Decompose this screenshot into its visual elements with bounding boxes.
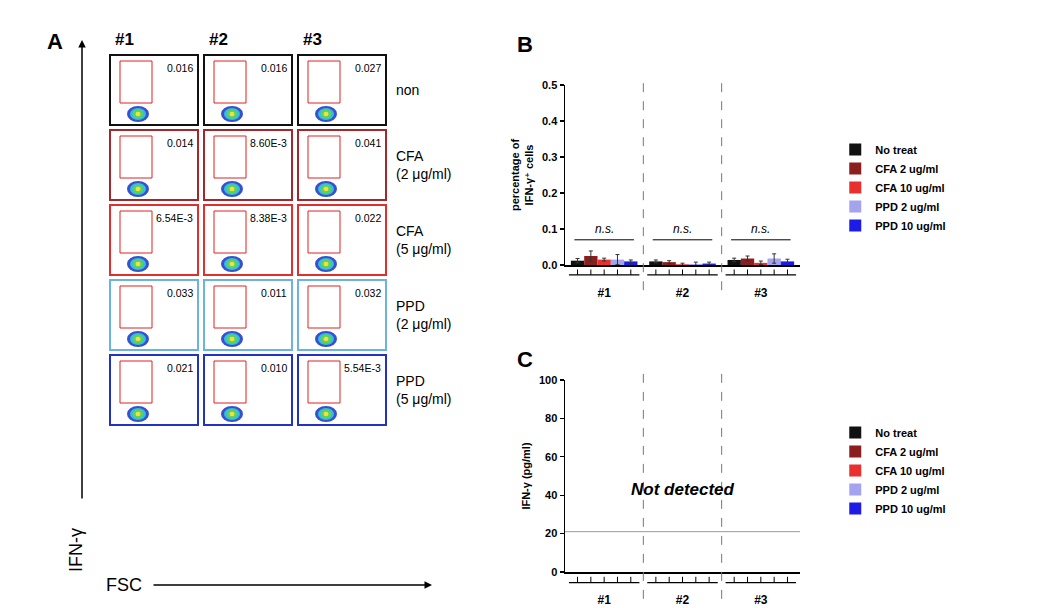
svg-text:0.033: 0.033 <box>167 287 193 299</box>
svg-text:60: 60 <box>545 451 557 463</box>
svg-text:8.60E-3: 8.60E-3 <box>250 137 287 149</box>
svg-text:0.027: 0.027 <box>355 62 381 74</box>
svg-text:CFA(2 μg/ml): CFA(2 μg/ml) <box>396 148 452 182</box>
svg-text:20: 20 <box>545 527 557 539</box>
svg-text:0.5: 0.5 <box>542 79 557 91</box>
svg-text:0.011: 0.011 <box>261 287 287 299</box>
svg-text:0.3: 0.3 <box>542 151 557 163</box>
svg-text:CFA 10 ug/ml: CFA 10 ug/ml <box>875 182 944 194</box>
svg-text:0.1: 0.1 <box>542 223 557 235</box>
svg-text:100: 100 <box>539 374 557 386</box>
svg-text:0.0: 0.0 <box>542 259 557 271</box>
svg-text:#1: #1 <box>597 286 611 300</box>
svg-text:IFN-γ (pg/ml): IFN-γ (pg/ml) <box>520 442 532 510</box>
svg-text:0.4: 0.4 <box>542 115 558 127</box>
svg-text:n.s.: n.s. <box>751 222 770 236</box>
svg-text:PPD(2 μg/ml): PPD(2 μg/ml) <box>396 298 452 332</box>
svg-text:PPD 2 ug/ml: PPD 2 ug/ml <box>875 484 939 496</box>
svg-text:C: C <box>517 347 533 372</box>
svg-text:0.021: 0.021 <box>167 362 193 374</box>
svg-text:PPD(5 μg/ml): PPD(5 μg/ml) <box>396 373 452 407</box>
svg-text:#3: #3 <box>303 30 322 49</box>
svg-text:0.032: 0.032 <box>355 287 381 299</box>
svg-text:CFA(5 μg/ml): CFA(5 μg/ml) <box>396 223 452 257</box>
svg-text:n.s.: n.s. <box>673 222 692 236</box>
svg-text:0.014: 0.014 <box>167 137 193 149</box>
svg-text:40: 40 <box>545 489 557 501</box>
svg-text:IFN-γ: IFN-γ <box>66 528 86 572</box>
svg-text:CFA 2 ug/ml: CFA 2 ug/ml <box>875 163 938 175</box>
svg-text:Not detected: Not detected <box>631 480 735 499</box>
svg-text:#3: #3 <box>754 286 768 300</box>
svg-text:A: A <box>47 29 63 54</box>
svg-text:No treat: No treat <box>875 144 917 156</box>
svg-text:PPD 10 ug/ml: PPD 10 ug/ml <box>875 503 945 515</box>
svg-text:0: 0 <box>551 566 557 578</box>
svg-text:0.022: 0.022 <box>355 212 381 224</box>
svg-text:FSC: FSC <box>106 575 142 595</box>
svg-text:n.s.: n.s. <box>595 222 614 236</box>
svg-text:0.016: 0.016 <box>167 62 193 74</box>
svg-text:percentage ofIFN-γ⁺ cells: percentage ofIFN-γ⁺ cells <box>509 139 535 211</box>
svg-text:CFA 2 ug/ml: CFA 2 ug/ml <box>875 446 938 458</box>
svg-text:CFA 10 ug/ml: CFA 10 ug/ml <box>875 465 944 477</box>
svg-text:#1: #1 <box>115 30 134 49</box>
svg-text:0.041: 0.041 <box>355 137 381 149</box>
svg-text:PPD 10 ug/ml: PPD 10 ug/ml <box>875 220 945 232</box>
svg-text:8.38E-3: 8.38E-3 <box>250 212 287 224</box>
svg-text:6.54E-3: 6.54E-3 <box>156 212 193 224</box>
svg-text:#2: #2 <box>676 286 690 300</box>
svg-text:No treat: No treat <box>875 427 917 439</box>
svg-text:0.010: 0.010 <box>261 362 287 374</box>
svg-text:#1: #1 <box>597 593 611 607</box>
svg-text:5.54E-3: 5.54E-3 <box>344 362 381 374</box>
svg-text:#2: #2 <box>676 593 690 607</box>
svg-text:0.2: 0.2 <box>542 187 557 199</box>
svg-text:B: B <box>517 32 533 57</box>
svg-text:0.016: 0.016 <box>261 62 287 74</box>
svg-text:PPD 2 ug/ml: PPD 2 ug/ml <box>875 201 939 213</box>
svg-text:#2: #2 <box>209 30 228 49</box>
svg-text:#3: #3 <box>754 593 768 607</box>
svg-text:80: 80 <box>545 412 557 424</box>
svg-text:non: non <box>396 82 419 98</box>
